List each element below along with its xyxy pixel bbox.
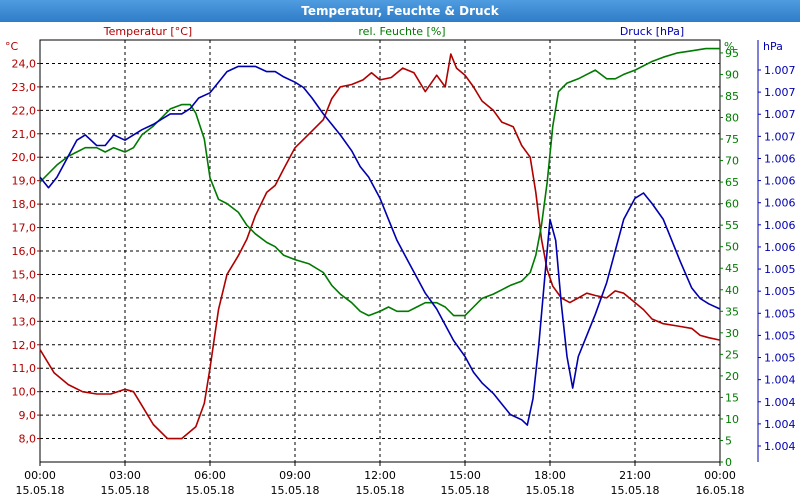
temperature-tick-label: 23,0 [12, 81, 37, 94]
x-date-label: 15.05.18 [611, 484, 660, 497]
x-date-label: 15.05.18 [271, 484, 320, 497]
humidity-tick-label: 10 [725, 413, 739, 426]
pressure-axis-label: Druck [hPa] [620, 25, 684, 38]
x-tick-label: 15:00 [449, 469, 481, 482]
temperature-tick-label: 22,0 [12, 104, 37, 117]
humidity-tick-label: 45 [725, 262, 739, 275]
humidity-tick-label: 30 [725, 327, 739, 340]
temperature-tick-label: 10,0 [12, 386, 37, 399]
humidity-tick-label: 0 [725, 456, 732, 469]
pressure-tick-label: 1.005 [764, 263, 796, 276]
pressure-series-line [39, 65, 721, 426]
temperature-unit-label: °C [5, 40, 19, 53]
series-layer [39, 47, 721, 440]
temperature-tick-label: 12,0 [12, 339, 37, 352]
x-tick-label: 00:00 [704, 469, 736, 482]
temperature-tick-label: 11,0 [12, 362, 37, 375]
humidity-tick-label: 55 [725, 219, 739, 232]
x-date-label: 15.05.18 [101, 484, 150, 497]
temperature-tick-label: 13,0 [12, 315, 37, 328]
pressure-tick-label: 1.005 [764, 307, 796, 320]
pressure-tick-label: 1.004 [764, 374, 796, 387]
humidity-tick-label: 20 [725, 370, 739, 383]
temperature-series-line [39, 53, 721, 440]
x-tick-label: 12:00 [364, 469, 396, 482]
pressure-tick-label: 1.007 [764, 64, 796, 77]
temperature-tick-label: 18,0 [12, 198, 37, 211]
humidity-tick-label: 65 [725, 176, 739, 189]
temperature-tick-label: 21,0 [12, 128, 37, 141]
axes: 00:00 15.05.18 03:00 15.05.18 06:00 15.05.18 0… [5, 25, 796, 497]
window-title: Temperatur, Feuchte & Druck [0, 0, 800, 22]
temperature-tick-label: 9,0 [19, 409, 37, 422]
x-date-label: 15.05.18 [16, 484, 65, 497]
temperature-tick-label: 8,0 [19, 433, 37, 446]
pressure-tick-label: 1.006 [764, 197, 796, 210]
temperature-tick-label: 16,0 [12, 245, 37, 258]
pressure-tick-label: 1.004 [764, 418, 796, 431]
humidity-tick-label: 85 [725, 90, 739, 103]
x-date-label: 15.05.18 [526, 484, 575, 497]
pressure-tick-label: 1.005 [764, 285, 796, 298]
x-date-label: 16.05.18 [696, 484, 745, 497]
temperature-tick-label: 15,0 [12, 268, 37, 281]
pressure-tick-label: 1.005 [764, 329, 796, 342]
pressure-tick-label: 1.006 [764, 241, 796, 254]
x-tick-label: 18:00 [534, 469, 566, 482]
grid [39, 39, 721, 463]
pressure-tick-label: 1.006 [764, 152, 796, 165]
pressure-tick-label: 1.007 [764, 108, 796, 121]
pressure-tick-label: 1.007 [764, 130, 796, 143]
pressure-tick-label: 1.005 [764, 352, 796, 365]
humidity-tick-label: 5 [725, 434, 732, 447]
humidity-tick-label: 70 [725, 155, 739, 168]
pressure-tick-label: 1.004 [764, 396, 796, 409]
x-tick-label: 21:00 [619, 469, 651, 482]
x-date-label: 15.05.18 [186, 484, 235, 497]
pressure-tick-label: 1.006 [764, 219, 796, 232]
humidity-tick-label: 95 [725, 47, 739, 60]
pressure-tick-label: 1.004 [764, 440, 796, 453]
humidity-tick-label: 60 [725, 198, 739, 211]
temperature-tick-label: 24,0 [12, 57, 37, 70]
humidity-tick-label: 50 [725, 241, 739, 254]
x-date-label: 15.05.18 [441, 484, 490, 497]
temperature-tick-label: 17,0 [12, 222, 37, 235]
pressure-tick-label: 1.007 [764, 86, 796, 99]
humidity-series-line [39, 47, 720, 317]
temperature-tick-label: 20,0 [12, 151, 37, 164]
x-tick-label: 06:00 [194, 469, 226, 482]
x-tick-label: 09:00 [279, 469, 311, 482]
x-tick-label: 00:00 [24, 469, 56, 482]
humidity-tick-label: 75 [725, 133, 739, 146]
temperature-tick-label: 14,0 [12, 292, 37, 305]
humidity-tick-label: 40 [725, 284, 739, 297]
humidity-tick-label: 15 [725, 391, 739, 404]
pressure-tick-label: 1.006 [764, 175, 796, 188]
temperature-axis-label: Temperatur [°C] [103, 25, 192, 38]
humidity-unit-label: % [724, 40, 734, 53]
humidity-tick-label: 90 [725, 68, 739, 81]
temperature-tick-label: 19,0 [12, 175, 37, 188]
x-date-label: 15.05.18 [356, 484, 405, 497]
humidity-axis-label: rel. Feuchte [%] [358, 25, 445, 38]
humidity-tick-label: 80 [725, 112, 739, 125]
humidity-tick-label: 25 [725, 348, 739, 361]
humidity-tick-label: 35 [725, 305, 739, 318]
pressure-unit-label: hPa [763, 40, 783, 53]
x-tick-label: 03:00 [109, 469, 141, 482]
